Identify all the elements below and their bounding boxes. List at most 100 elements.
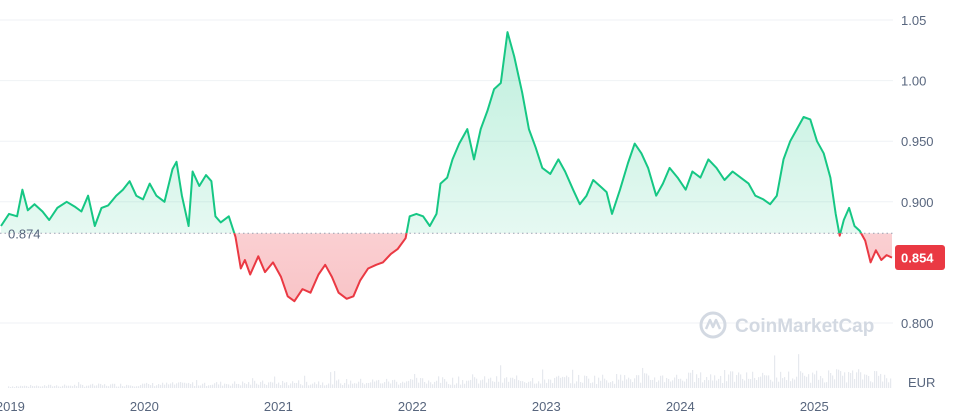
volume-bar <box>150 385 152 388</box>
volume-bar <box>558 375 560 388</box>
volume-bar <box>396 381 398 388</box>
volume-bar <box>724 370 726 388</box>
volume-bar <box>250 384 252 388</box>
volume-bar <box>66 385 68 388</box>
volume-bar <box>544 379 546 388</box>
volume-bar <box>372 379 374 388</box>
volume-bar <box>840 371 842 388</box>
volume-bar <box>428 380 430 388</box>
volume-bar <box>482 379 484 388</box>
volume-bar <box>56 385 58 388</box>
volume-bar <box>560 377 562 388</box>
volume-bar <box>654 377 656 388</box>
volume-bar <box>792 378 794 388</box>
volume-bar <box>518 380 520 388</box>
volume-bar <box>228 384 230 388</box>
volume-bar <box>284 382 286 388</box>
volume-bar <box>526 383 528 388</box>
volume-bar <box>690 372 692 388</box>
volume-bar <box>142 383 144 388</box>
volume-bar <box>216 382 218 388</box>
volume-bar <box>478 383 480 388</box>
volume-bar <box>308 385 310 388</box>
volume-bar <box>676 374 678 388</box>
volume-bar <box>650 379 652 388</box>
volume-bar <box>790 381 792 388</box>
volume-bar <box>670 381 672 388</box>
volume-bar <box>508 381 510 388</box>
volume-bar <box>866 374 868 388</box>
volume-bar <box>26 385 28 388</box>
volume-bar <box>184 382 186 388</box>
volume-bar <box>618 379 620 388</box>
volume-bar <box>326 384 328 388</box>
volume-bar <box>530 381 532 388</box>
volume-bar <box>362 382 364 388</box>
volume-bar <box>484 376 486 388</box>
volume-bar <box>604 378 606 388</box>
volume-bar <box>316 384 318 388</box>
volume-bar <box>358 381 360 388</box>
volume-bar <box>366 382 368 388</box>
volume-bar <box>282 380 284 388</box>
volume-bar <box>18 386 20 388</box>
volume-bar <box>680 378 682 388</box>
volume-bar <box>202 383 204 388</box>
volume-bar <box>336 380 338 388</box>
volume-bar <box>830 372 832 388</box>
volume-bar <box>644 373 646 388</box>
volume-bar <box>702 382 704 388</box>
volume-bar <box>542 369 544 388</box>
volume-bar <box>732 371 734 388</box>
volume-bar <box>520 380 522 388</box>
volume-bar <box>302 385 304 388</box>
volume-bar <box>570 383 572 388</box>
volume-bar <box>442 377 444 388</box>
volume-bar <box>300 384 302 388</box>
area-below-baseline <box>234 233 892 302</box>
volume-bar <box>582 382 584 388</box>
volume-bar <box>22 386 24 388</box>
volume-bar <box>318 381 320 388</box>
volume-bar <box>42 386 44 388</box>
volume-bar <box>16 386 18 388</box>
volume-bar <box>338 379 340 388</box>
volume-bar <box>314 382 316 388</box>
volume-bar <box>30 384 32 388</box>
volume-bar <box>414 374 416 388</box>
volume-bar <box>712 380 714 388</box>
volume-bar <box>658 380 660 388</box>
volume-bar <box>834 379 836 388</box>
volume-bar <box>524 382 526 388</box>
volume-bar <box>596 383 598 388</box>
volume-bar <box>686 378 688 388</box>
baseline-label: 0.874 <box>8 226 41 241</box>
volume-bar <box>540 383 542 388</box>
volume-bar <box>500 365 502 388</box>
volume-bar <box>346 379 348 388</box>
volume-bar <box>486 382 488 388</box>
volume-bar <box>44 385 46 388</box>
volume-bar <box>718 378 720 388</box>
volume-bar <box>648 375 650 388</box>
volume-bar <box>306 381 308 388</box>
volume-bar <box>166 382 168 388</box>
x-axis: 2019 2020 2021 2022 2023 2024 2025 <box>0 399 829 414</box>
volume-bar <box>182 382 184 388</box>
volume-bar <box>354 383 356 388</box>
volume-bar <box>592 382 594 388</box>
volume-bar <box>170 383 172 388</box>
volume-bar <box>144 383 146 388</box>
volume-bar <box>190 384 192 388</box>
volume-bar <box>404 382 406 388</box>
volume-bar <box>764 375 766 388</box>
volume-bar <box>418 382 420 388</box>
volume-bar <box>132 386 134 388</box>
volume-bar <box>254 380 256 388</box>
volume-bar <box>692 369 694 388</box>
volume-bar <box>672 380 674 388</box>
volume-bar <box>106 385 108 388</box>
x-tick-label: 2019 <box>0 399 25 414</box>
price-area <box>1 32 892 302</box>
volume-bar <box>62 385 64 388</box>
